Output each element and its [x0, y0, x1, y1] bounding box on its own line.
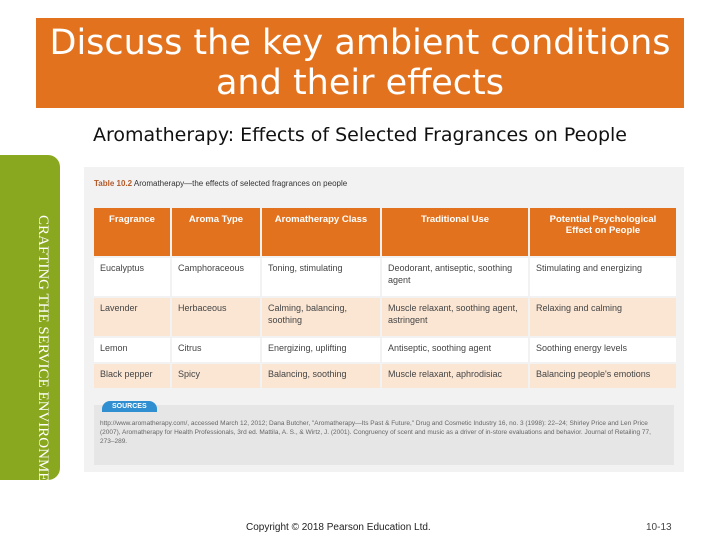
header-aroma-type: Aroma Type	[172, 208, 260, 256]
table-cell: Calming, balancing, soothing	[262, 298, 380, 336]
copyright-text: Copyright © 2018 Pearson Education Ltd.	[246, 522, 431, 533]
header-traditional-use: Traditional Use	[382, 208, 528, 256]
table-cell: Deodorant, antiseptic, soothing agent	[382, 258, 528, 296]
sources-box: SOURCES http://www.aromatherapy.com/, ac…	[94, 401, 674, 465]
table-cell: Lemon	[94, 338, 170, 362]
table-cell: Lavender	[94, 298, 170, 336]
page-number: 10-13	[646, 522, 672, 533]
header-aromatherapy-class: Aromatherapy Class	[262, 208, 380, 256]
table-cell: Balancing people's emotions	[530, 364, 676, 388]
table-cell: Camphoraceous	[172, 258, 260, 296]
table-caption: Table 10.2 Aromatherapy—the effects of s…	[94, 179, 347, 188]
table-panel: Table 10.2 Aromatherapy—the effects of s…	[84, 167, 684, 472]
title-banner: Discuss the key ambient conditions and t…	[36, 18, 684, 108]
table-cell: Toning, stimulating	[262, 258, 380, 296]
header-fragrance: Fragrance	[94, 208, 170, 256]
sources-text: http://www.aromatherapy.com/, accessed M…	[100, 420, 651, 445]
table-cell: Energizing, uplifting	[262, 338, 380, 362]
table-cell: Eucalyptus	[94, 258, 170, 296]
table-row: Lavender Herbaceous Calming, balancing, …	[94, 298, 676, 336]
side-tab	[0, 155, 60, 480]
table-header-row: Fragrance Aroma Type Aromatherapy Class …	[94, 208, 676, 256]
table-cell: Soothing energy levels	[530, 338, 676, 362]
table-cell: Muscle relaxant, aphrodisiac	[382, 364, 528, 388]
slide-title: Discuss the key ambient conditions and t…	[49, 23, 671, 103]
table-cell: Muscle relaxant, soothing agent, astring…	[382, 298, 528, 336]
table-cell: Herbaceous	[172, 298, 260, 336]
sources-label: SOURCES	[102, 401, 157, 412]
table-cell: Relaxing and calming	[530, 298, 676, 336]
header-psychological-effect: Potential Psychological Effect on People	[530, 208, 676, 256]
fragrance-table: Fragrance Aroma Type Aromatherapy Class …	[92, 206, 678, 390]
table-cell: Citrus	[172, 338, 260, 362]
table-caption-text: Aromatherapy—the effects of selected fra…	[133, 179, 348, 188]
table-cell: Balancing, soothing	[262, 364, 380, 388]
table-row: Lemon Citrus Energizing, uplifting Antis…	[94, 338, 676, 362]
table-cell: Black pepper	[94, 364, 170, 388]
side-tab-label: CRAFTING THE SERVICE ENVIRONMENT	[35, 215, 51, 502]
table-cell: Antiseptic, soothing agent	[382, 338, 528, 362]
table-cell: Stimulating and energizing	[530, 258, 676, 296]
table-cell: Spicy	[172, 364, 260, 388]
table-label: Table 10.2	[94, 179, 133, 188]
table-row: Black pepper Spicy Balancing, soothing M…	[94, 364, 676, 388]
table-row: Eucalyptus Camphoraceous Toning, stimula…	[94, 258, 676, 296]
slide-subtitle: Aromatherapy: Effects of Selected Fragra…	[92, 124, 627, 146]
